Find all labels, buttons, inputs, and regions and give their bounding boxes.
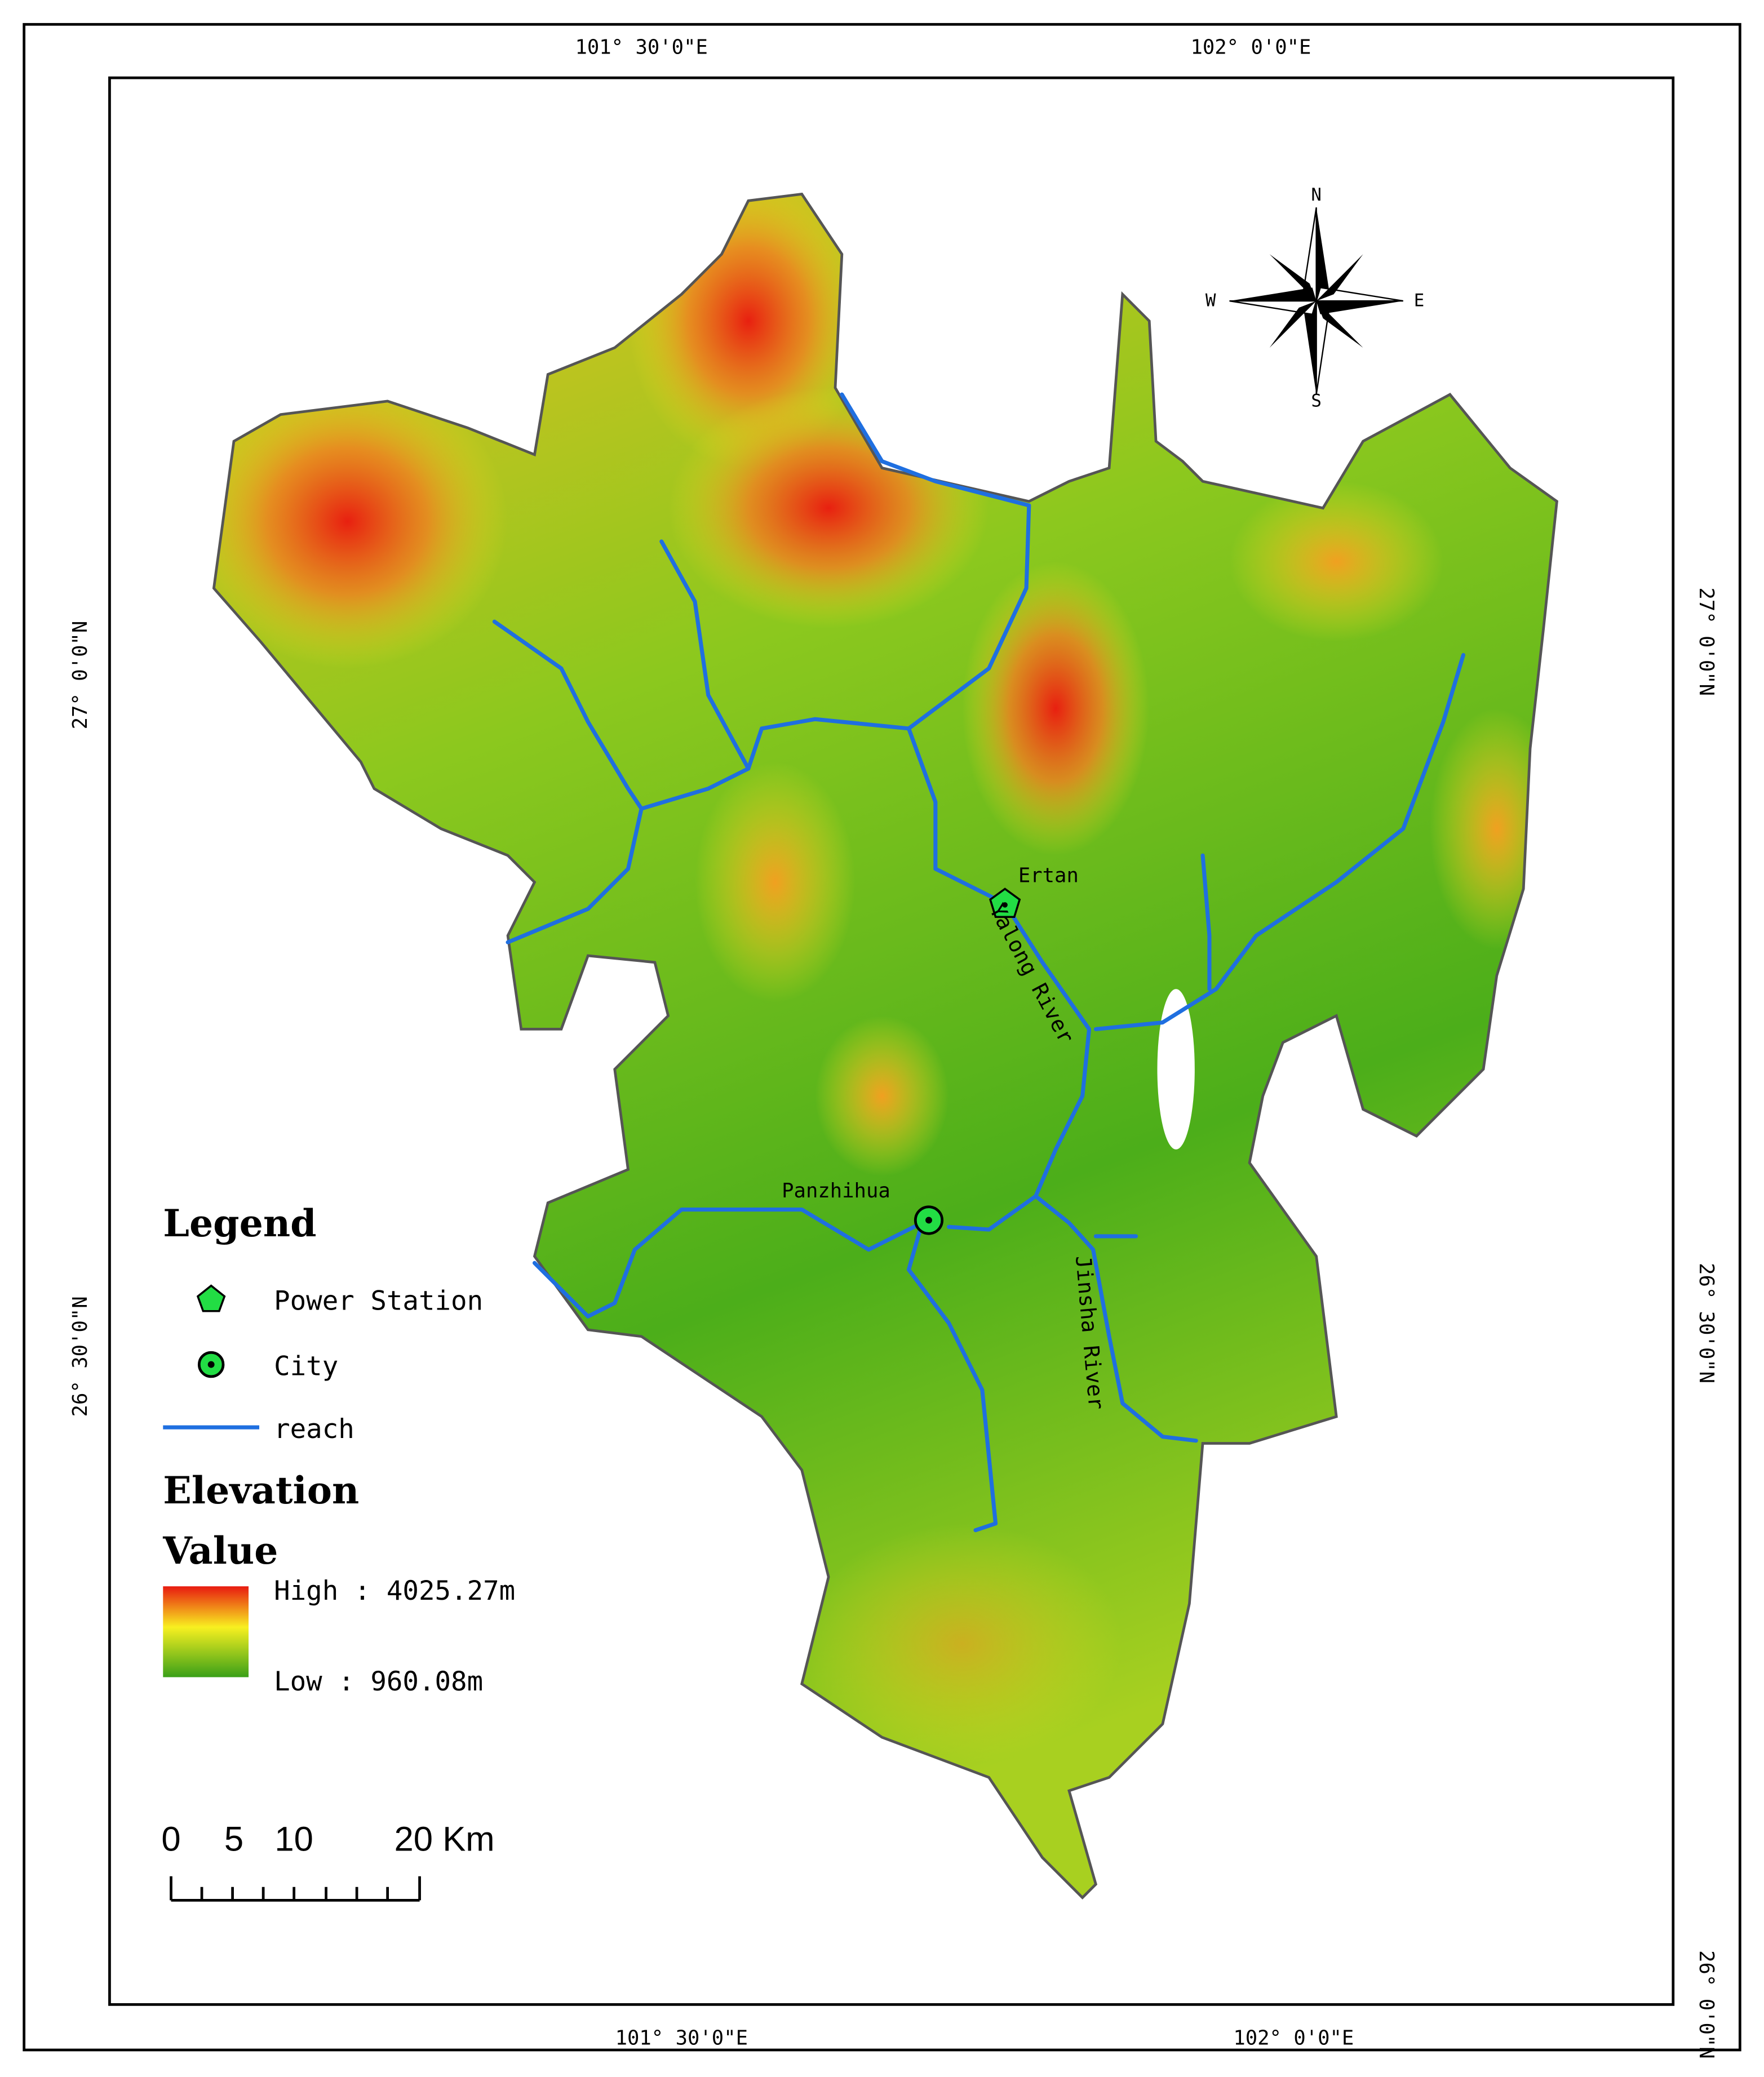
scale-label: 10: [274, 1820, 313, 1859]
scale-label: 5: [224, 1820, 243, 1859]
grat-label: 102° 0'0"E: [1233, 2027, 1354, 2050]
legend-low: Low : 960.08m: [274, 1666, 483, 1697]
compass: N S E W: [1205, 185, 1424, 411]
compass-s: S: [1311, 390, 1322, 411]
grat-label: 102° 0'0"E: [1190, 35, 1311, 59]
compass-e: E: [1414, 291, 1425, 311]
compass-n: N: [1311, 185, 1322, 205]
legend-item: Power Station: [274, 1285, 483, 1316]
legend-title: Legend: [163, 1201, 316, 1245]
legend-item: reach: [274, 1414, 354, 1445]
compass-w: W: [1205, 291, 1216, 311]
scale-bar: 0 5 10 20 Km: [161, 1820, 495, 1902]
city: [914, 1205, 944, 1235]
scale-label: 0: [161, 1820, 180, 1859]
legend-subtitle: Value: [162, 1529, 278, 1573]
legend-high: High : 4025.27m: [274, 1575, 515, 1606]
legend-item: City: [274, 1351, 338, 1382]
graticule: 101° 30'0"E 102° 0'0"E 101° 30'0"E 102° …: [69, 35, 1718, 2058]
grat-label: 26° 0'0"N: [1695, 1950, 1718, 2059]
scale-label: 20 Km: [395, 1820, 495, 1859]
grat-label: 26° 30'0"N: [1695, 1263, 1718, 1383]
place-label: Panzhihua: [782, 1179, 890, 1202]
legend-subtitle: Elevation: [163, 1468, 359, 1512]
grat-label: 101° 30'0"E: [615, 2027, 748, 2050]
reaches: [492, 392, 1466, 1533]
grat-label: 101° 30'0"E: [575, 35, 707, 59]
place-label: Ertan: [1018, 864, 1079, 887]
grat-label: 27° 0'0"N: [69, 621, 92, 730]
grat-label: 26° 30'0"N: [69, 1296, 92, 1417]
legend: Legend Power Station City reach Elevatio…: [162, 1201, 515, 1697]
power-station: [989, 887, 1021, 918]
grat-label: 27° 0'0"N: [1695, 587, 1718, 696]
